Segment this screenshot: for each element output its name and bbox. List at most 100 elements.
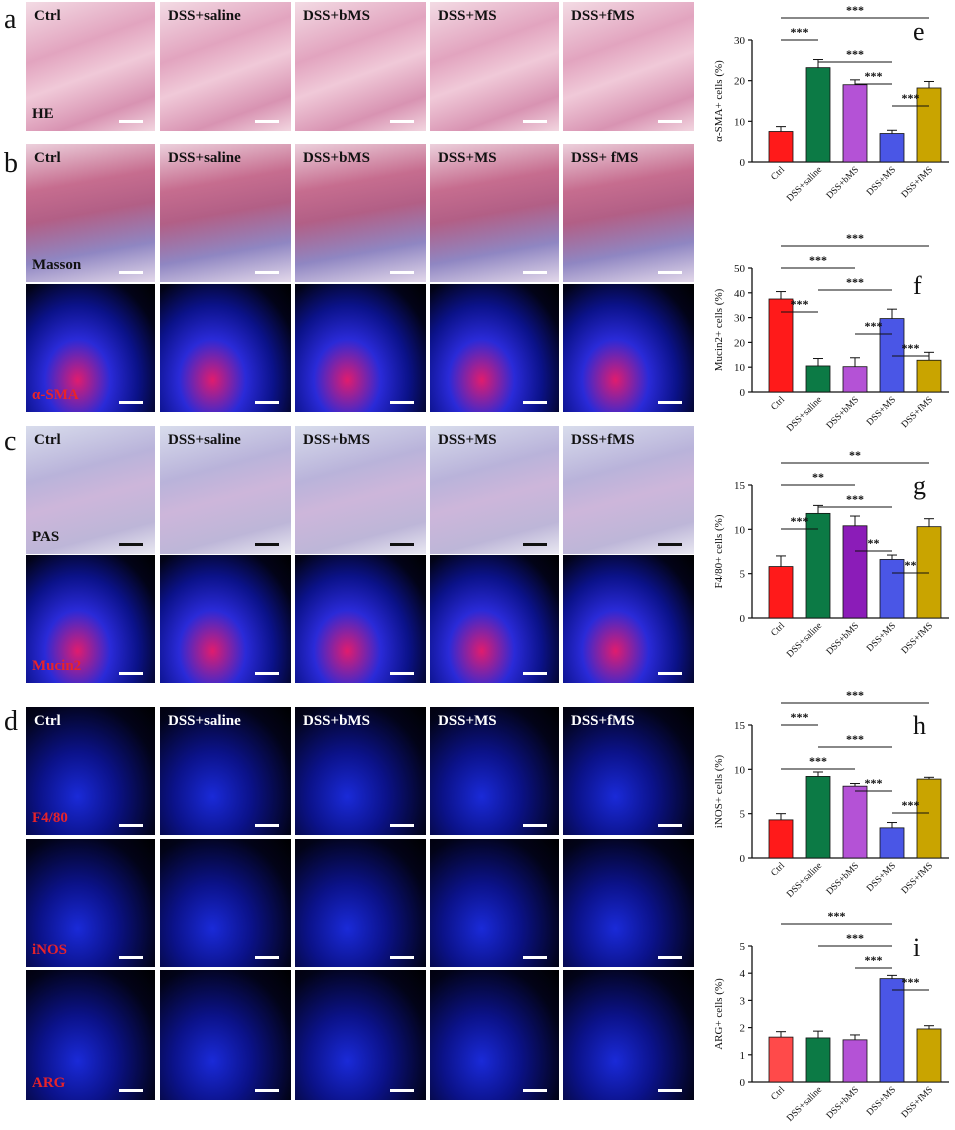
x-tick-label: DSS+fMS <box>899 1084 935 1120</box>
panel-letter-h: h <box>913 711 926 740</box>
x-tick-label: Ctrl <box>770 861 788 879</box>
x-tick-label: DSS+MS <box>865 1085 898 1118</box>
significance-label: *** <box>846 231 864 245</box>
stain-label: Masson <box>32 257 82 273</box>
x-tick-label: DSS+saline <box>785 621 824 660</box>
bar <box>768 298 794 393</box>
bar <box>916 359 942 393</box>
x-tick-label: DSS+bMS <box>825 1085 861 1121</box>
group-label: DSS+MS <box>438 8 497 24</box>
scale-bar <box>255 120 279 123</box>
micrograph-masson-2: DSS+bMS <box>295 144 426 282</box>
bar <box>842 525 868 619</box>
micrograph-mucin2-2 <box>295 555 426 683</box>
significance-label: *** <box>846 47 864 61</box>
significance-label: *** <box>902 798 920 812</box>
chart-f: f 0 10 20 30 40 50 Mucin2+ cells (%) CtrlDSS+sal… <box>713 231 949 434</box>
group-label: Ctrl <box>34 150 61 166</box>
micrograph-he-3: DSS+MS <box>430 2 559 131</box>
significance-label: *** <box>846 732 864 746</box>
group-label: DSS+bMS <box>303 8 370 24</box>
x-tick-label: DSS+saline <box>785 1085 824 1124</box>
y-tick-label: 0 <box>740 387 746 399</box>
x-tick-label: DSS+saline <box>785 861 824 900</box>
micrograph-he-1: DSS+saline <box>160 2 291 131</box>
y-tick-label: 15 <box>734 480 746 492</box>
scale-bar <box>255 271 279 274</box>
micrograph-mucin2-4 <box>563 555 694 683</box>
micrograph-inos-2 <box>295 839 426 967</box>
group-label: DSS+MS <box>438 432 497 448</box>
x-tick-label: DSS+bMS <box>825 165 861 201</box>
y-tick-label: 50 <box>734 263 746 275</box>
micrograph-masson-0: Ctrl Masson <box>26 144 155 282</box>
scale-bar <box>658 1089 682 1092</box>
bar <box>879 318 905 393</box>
micrograph-masson-1: DSS+saline <box>160 144 291 282</box>
scale-bar <box>390 271 414 274</box>
panel-letter-f: f <box>913 271 922 300</box>
micrograph-arg-1 <box>160 970 291 1100</box>
bar <box>805 67 831 163</box>
micrograph-mucin2-0: Mucin2 <box>26 555 155 683</box>
scale-bar <box>255 1089 279 1092</box>
significance-label: *** <box>846 3 864 17</box>
significance-label: *** <box>846 492 864 506</box>
micrograph-arg-3 <box>430 970 559 1100</box>
group-label: DSS+saline <box>168 150 241 166</box>
x-tick-label: DSS+saline <box>785 165 824 204</box>
x-tick-label: DSS+fMS <box>899 164 935 200</box>
group-label: DSS+fMS <box>571 432 635 448</box>
scale-bar <box>390 401 414 404</box>
y-tick-label: 5 <box>740 809 746 821</box>
bar <box>879 133 905 163</box>
scale-bar <box>523 120 547 123</box>
scale-bar <box>658 401 682 404</box>
scale-bar <box>390 672 414 675</box>
bar <box>842 1039 868 1083</box>
micrograph-arg-4 <box>563 970 694 1100</box>
significance-label: *** <box>809 253 827 267</box>
significance-label: *** <box>865 776 883 790</box>
micrograph-he-4: DSS+fMS <box>563 2 694 131</box>
panel-letter-g: g <box>913 471 926 500</box>
scale-bar <box>255 543 279 546</box>
y-tick-label: 20 <box>734 337 746 349</box>
stain-label: HE <box>32 106 54 122</box>
scale-bar <box>255 824 279 827</box>
bar <box>842 366 868 393</box>
y-tick-label: 3 <box>740 995 746 1007</box>
scale-bar <box>390 120 414 123</box>
significance-label: *** <box>846 688 864 702</box>
significance-label: ** <box>905 558 917 572</box>
y-tick-label: 1 <box>740 1050 746 1062</box>
y-tick-label: 2 <box>740 1023 746 1035</box>
group-label: DSS+saline <box>168 713 241 729</box>
y-tick-label: 0 <box>740 1077 746 1089</box>
micrograph-inos-4 <box>563 839 694 967</box>
panel-letter-c: c <box>4 426 17 457</box>
micrograph-mucin2-1 <box>160 555 291 683</box>
scale-bar <box>255 956 279 959</box>
stain-label: Mucin2 <box>32 658 82 674</box>
scale-bar <box>119 120 143 123</box>
x-tick-label: DSS+saline <box>785 395 824 434</box>
significance-label: *** <box>791 710 809 724</box>
scale-bar <box>523 1089 547 1092</box>
scale-bar <box>390 1089 414 1092</box>
micrograph-asma-0: α-SMA <box>26 284 155 412</box>
scale-bar <box>658 543 682 546</box>
significance-label: *** <box>865 319 883 333</box>
micrograph-f480-4: DSS+fMS <box>563 707 694 835</box>
micrograph-pas-3: DSS+MS <box>430 426 559 554</box>
bar <box>768 131 794 163</box>
stain-label: iNOS <box>32 942 68 958</box>
scale-bar <box>658 824 682 827</box>
micrograph-mucin2-3 <box>430 555 559 683</box>
significance-label: *** <box>902 91 920 105</box>
scale-bar <box>523 824 547 827</box>
bar <box>768 1036 794 1083</box>
y-axis-label: F4/80+ cells (%) <box>713 514 725 588</box>
